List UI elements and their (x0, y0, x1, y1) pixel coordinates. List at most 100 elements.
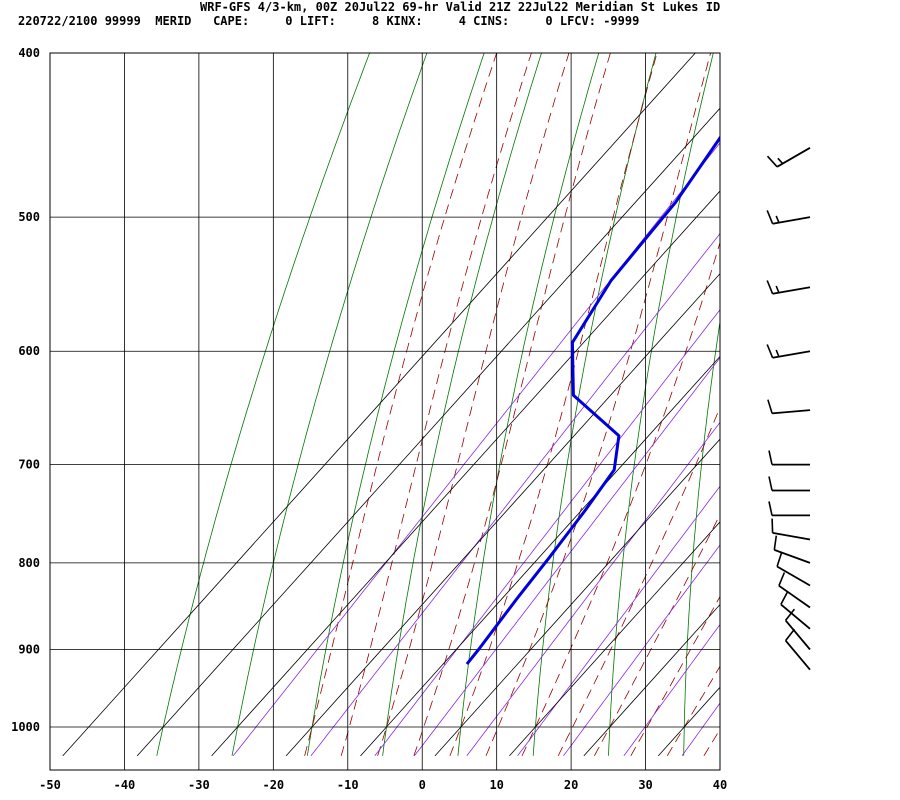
moist-adiabat (413, 53, 611, 756)
wind-barb-feather (771, 518, 774, 533)
wind-barb-half-feather (775, 285, 780, 293)
moist-adiabat (557, 406, 720, 756)
pressure-tick-label: 1000 (11, 720, 40, 734)
moist-adiabat (340, 53, 532, 756)
moist-adiabat (377, 53, 570, 756)
wind-barb (771, 518, 811, 541)
dry-adiabat (231, 53, 428, 756)
wind-barb-feather (767, 399, 773, 414)
wind-barb-feather (768, 476, 773, 491)
dry-adiabat (683, 319, 720, 756)
wind-barb (784, 608, 811, 651)
wind-barb-feather (778, 572, 786, 587)
wind-barbs (766, 147, 811, 671)
moist-adiabat (666, 665, 720, 756)
wind-barb-feather (784, 608, 796, 621)
temperature-tick-label: 0 (419, 778, 426, 792)
pressure-tick-label: 500 (18, 210, 40, 224)
wind-barb-feather (773, 535, 778, 551)
temperature-tick-label: -50 (39, 778, 61, 792)
pressure-tick-label: 400 (18, 46, 40, 60)
wind-barb-feather (766, 280, 774, 295)
temperature-tick-label: -10 (337, 778, 359, 792)
temperature-tick-label: 20 (564, 778, 578, 792)
wind-barb-half-feather (777, 157, 784, 165)
background-lines (156, 34, 900, 757)
isotherm-gridline (62, 53, 696, 757)
wind-barb-feather (780, 591, 789, 605)
isotherm-gridline (509, 521, 720, 757)
dry-adiabat (831, 34, 888, 755)
wind-barb (768, 450, 810, 466)
pressure-tick-label: 900 (18, 642, 40, 656)
plot-frame (49, 52, 721, 771)
wind-barb (766, 280, 811, 295)
temperature-tick-label: -30 (188, 778, 210, 792)
wind-barb (773, 535, 811, 564)
pressure-axis: 400 500 600 700 800 900 1000 (11, 46, 40, 734)
wind-barb-staff (780, 603, 811, 630)
wind-barb (784, 628, 811, 671)
temperature-tick-label: -40 (114, 778, 136, 792)
wind-barb-feather (766, 344, 774, 359)
isotherm-gridline (211, 190, 720, 757)
wind-barb (768, 476, 810, 492)
moist-adiabat (449, 53, 658, 756)
mixing-ratio-line (517, 485, 720, 757)
wind-barb (776, 552, 811, 587)
wind-barb-feather (768, 501, 773, 516)
wind-barb-half-feather (775, 215, 780, 223)
wind-barb (766, 210, 811, 225)
sounding-series (465, 131, 883, 666)
isotherm-gridline (136, 107, 720, 757)
mixing-ratio-line (563, 544, 720, 757)
wind-barb (767, 399, 811, 415)
mixing-ratio-line (623, 623, 720, 757)
pressure-tick-label: 700 (18, 458, 40, 472)
mixing-ratio-line (466, 421, 720, 757)
dry-adiabat (382, 53, 542, 756)
dry-adiabat (608, 53, 714, 756)
temperature-tick-label: 30 (638, 778, 652, 792)
dewpoint-profile-line (465, 135, 720, 666)
mixing-ratio-line (414, 357, 720, 757)
wind-barb-feather (766, 210, 774, 225)
temperature-axis: -50 -40 -30 -20 -10 0 10 20 30 40 (39, 778, 727, 792)
chart-title: WRF-GFS 4/3-km, 00Z 20Jul22 69-hr Valid … (200, 0, 721, 14)
wind-barb-feather (766, 155, 778, 168)
moist-adiabat (304, 53, 498, 756)
wind-barb-staff (776, 565, 811, 587)
moist-adiabat (741, 34, 900, 755)
moist-adiabat (485, 53, 712, 756)
wind-barb-feather (768, 450, 773, 465)
temperature-tick-label: 40 (713, 778, 727, 792)
moist-adiabat (703, 728, 720, 757)
isotherm-gridline (733, 34, 900, 755)
wind-barb (766, 147, 811, 168)
isotherm-gridline (434, 438, 720, 757)
wind-barb (780, 591, 811, 630)
wind-barb-feather (776, 552, 783, 567)
dry-adiabat (759, 34, 832, 755)
wind-barb-half-feather (775, 349, 780, 357)
temperature-profile-line (754, 131, 883, 664)
wind-barb-staff (784, 640, 811, 671)
mixing-ratio-line (232, 142, 720, 757)
temperature-tick-label: 10 (489, 778, 503, 792)
temperature-tick-label: -20 (262, 778, 284, 792)
wind-barb-staff (773, 549, 811, 564)
wind-barb-staff (778, 584, 811, 609)
wind-barb (778, 572, 811, 609)
mixing-ratio-line (374, 309, 720, 757)
pressure-tick-label: 600 (18, 344, 40, 358)
pressure-tick-label: 800 (18, 556, 40, 570)
wind-barb-feather (784, 628, 796, 642)
moist-adiabat (521, 241, 720, 756)
isotherm-gridline (285, 273, 720, 757)
wind-barb (766, 344, 811, 359)
isotherm-gridline (583, 603, 720, 757)
dry-adiabat (532, 53, 657, 756)
grid-lines (50, 34, 900, 770)
wind-barb-staff (772, 532, 811, 541)
